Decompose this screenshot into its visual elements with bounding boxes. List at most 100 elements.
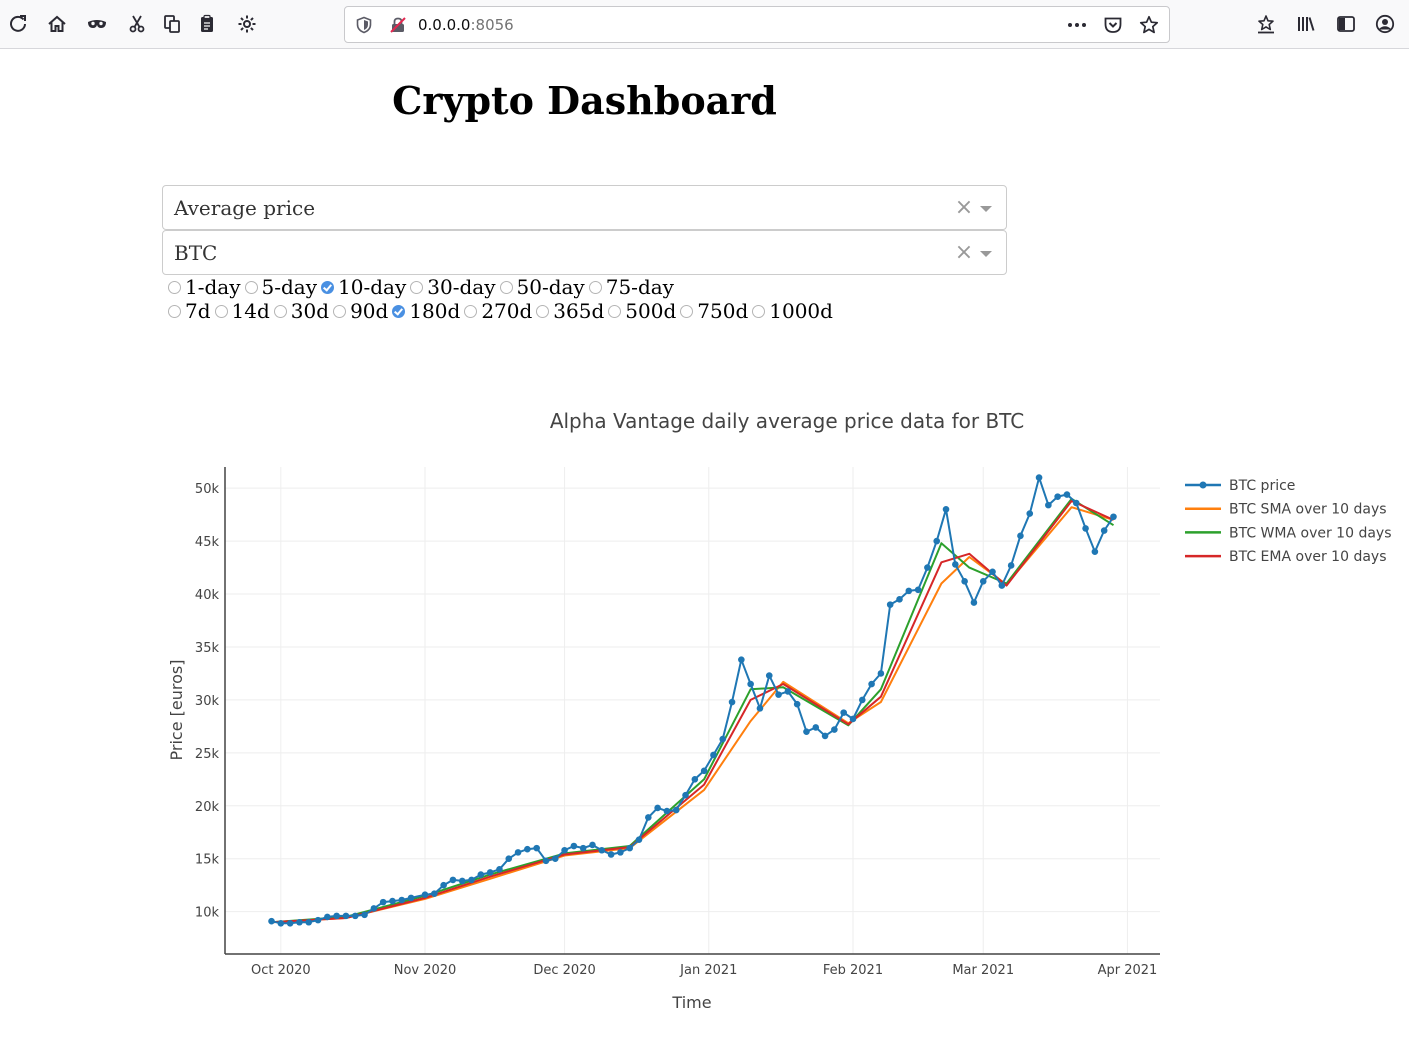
range-option[interactable]: 180d — [392, 299, 460, 323]
price-point[interactable] — [654, 804, 661, 812]
metric-dropdown-arrow-icon[interactable] — [980, 206, 992, 212]
range-option[interactable]: 500d — [608, 299, 676, 323]
price-point[interactable] — [831, 726, 838, 733]
page-actions-icon[interactable] — [1065, 15, 1089, 35]
coin-dropdown-arrow-icon[interactable] — [980, 251, 992, 257]
price-point[interactable] — [486, 869, 494, 876]
price-point[interactable] — [858, 696, 866, 704]
price-point[interactable] — [458, 877, 466, 885]
radio-unchecked-icon[interactable] — [680, 304, 694, 318]
price-point[interactable] — [505, 855, 513, 863]
price-point[interactable] — [542, 857, 550, 865]
price-point[interactable] — [277, 919, 285, 927]
price-point[interactable] — [924, 564, 931, 571]
price-point[interactable] — [626, 844, 634, 852]
pocket-icon[interactable] — [1101, 15, 1125, 35]
price-point[interactable] — [449, 876, 457, 884]
metric-dropdown[interactable]: Average price × — [162, 185, 1007, 230]
price-point[interactable] — [379, 898, 387, 906]
paste-icon[interactable] — [191, 8, 223, 40]
price-point[interactable] — [914, 586, 922, 594]
price-point[interactable] — [551, 855, 559, 863]
window-option[interactable]: 1-day — [168, 275, 241, 299]
cut-icon[interactable] — [121, 8, 153, 40]
radio-checked-icon[interactable] — [321, 280, 335, 294]
price-point[interactable] — [682, 791, 689, 799]
insecure-lock-icon[interactable] — [389, 16, 407, 34]
price-point[interactable] — [989, 568, 996, 576]
price-point[interactable] — [719, 735, 727, 743]
radio-unchecked-icon[interactable] — [608, 304, 622, 318]
price-point[interactable] — [268, 917, 275, 925]
price-point[interactable] — [296, 918, 303, 926]
price-point[interactable] — [389, 897, 396, 905]
price-point[interactable] — [979, 578, 987, 585]
price-point[interactable] — [942, 506, 950, 513]
settings-gear-icon[interactable] — [231, 8, 263, 40]
price-point[interactable] — [1017, 532, 1024, 540]
price-point[interactable] — [477, 871, 485, 878]
price-point[interactable] — [1007, 562, 1015, 569]
price-point[interactable] — [877, 670, 885, 677]
price-point[interactable] — [579, 844, 587, 852]
url-text[interactable]: 0.0.0.0:8056 — [418, 15, 514, 35]
price-point[interactable] — [1054, 493, 1061, 500]
price-point[interactable] — [700, 767, 708, 775]
window-option[interactable]: 75-day — [588, 275, 674, 299]
library-icon[interactable] — [1290, 8, 1322, 40]
price-point[interactable] — [635, 836, 643, 843]
price-point[interactable] — [533, 844, 540, 852]
radio-unchecked-icon[interactable] — [588, 280, 602, 294]
tracking-shield-icon[interactable] — [355, 16, 373, 34]
price-point[interactable] — [398, 896, 406, 904]
price-point[interactable] — [607, 851, 615, 858]
price-point[interactable] — [803, 728, 810, 735]
price-point[interactable] — [524, 845, 531, 853]
legend-item-ema[interactable]: BTC EMA over 10 days — [1185, 549, 1387, 565]
price-point[interactable] — [970, 599, 978, 606]
legend-item-sma[interactable]: BTC SMA over 10 days — [1185, 502, 1387, 518]
price-point[interactable] — [793, 700, 801, 708]
price-point[interactable] — [370, 905, 378, 912]
radio-unchecked-icon[interactable] — [333, 304, 347, 318]
range-option[interactable]: 90d — [333, 299, 388, 323]
price-point[interactable] — [821, 732, 829, 740]
radio-unchecked-icon[interactable] — [464, 304, 478, 318]
price-point[interactable] — [1026, 510, 1034, 517]
price-point[interactable] — [961, 578, 968, 585]
price-point[interactable] — [570, 842, 578, 850]
radio-unchecked-icon[interactable] — [499, 280, 513, 294]
home-icon[interactable] — [41, 8, 73, 40]
price-point[interactable] — [765, 672, 773, 679]
price-point[interactable] — [672, 806, 680, 814]
price-point[interactable] — [342, 912, 350, 920]
price-point[interactable] — [431, 890, 438, 897]
window-option[interactable]: 50-day — [499, 275, 585, 299]
price-point[interactable] — [1082, 525, 1089, 532]
radio-unchecked-icon[interactable] — [410, 280, 424, 294]
price-point[interactable] — [324, 913, 331, 921]
price-point[interactable] — [933, 537, 941, 545]
price-point[interactable] — [496, 866, 503, 873]
price-point[interactable] — [351, 912, 359, 920]
price-point[interactable] — [1091, 548, 1099, 555]
range-option[interactable]: 1000d — [752, 299, 833, 323]
radio-unchecked-icon[interactable] — [214, 304, 228, 318]
radio-unchecked-icon[interactable] — [168, 280, 181, 294]
price-point[interactable] — [747, 680, 754, 688]
price-point[interactable] — [952, 561, 959, 568]
price-point[interactable] — [440, 881, 447, 889]
price-point[interactable] — [421, 891, 429, 899]
price-point[interactable] — [840, 709, 847, 716]
price-point[interactable] — [812, 724, 820, 731]
range-option[interactable]: 750d — [680, 299, 748, 323]
price-point[interactable] — [1100, 527, 1108, 534]
price-point[interactable] — [407, 894, 415, 902]
price-point[interactable] — [1045, 501, 1052, 509]
account-icon[interactable] — [1369, 8, 1401, 40]
coin-clear-icon[interactable]: × — [954, 240, 974, 265]
price-point[interactable] — [868, 680, 875, 688]
range-option[interactable]: 30d — [273, 299, 329, 323]
coin-dropdown[interactable]: BTC × — [162, 230, 1007, 275]
radio-unchecked-icon[interactable] — [752, 304, 766, 318]
